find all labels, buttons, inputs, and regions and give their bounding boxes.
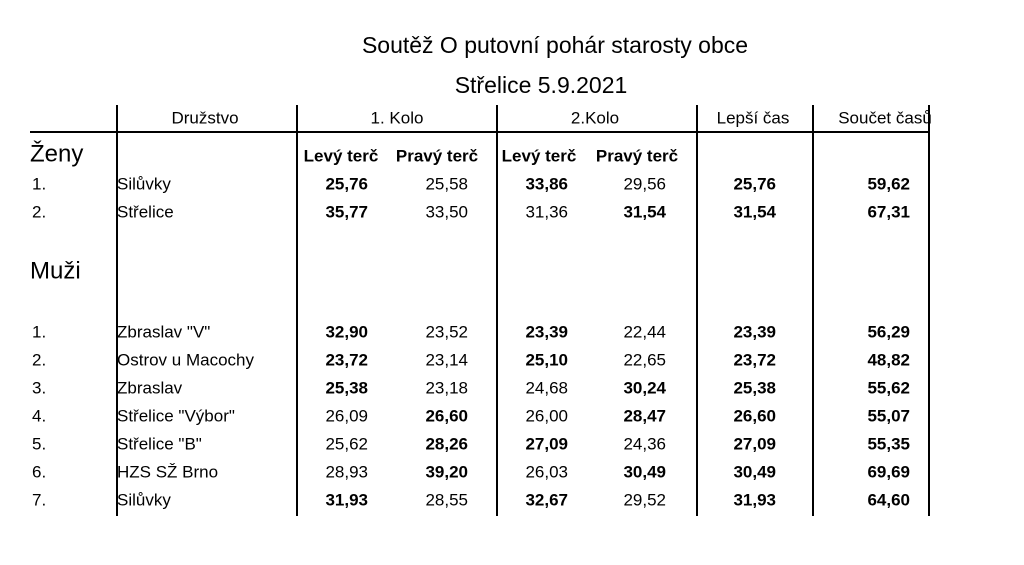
time-cell: 48,82	[867, 350, 910, 369]
time-cell: 23,18	[425, 378, 468, 397]
time-cell: 26,09	[325, 406, 368, 425]
sub-header: Levý terč	[502, 146, 577, 165]
time-cell: 56,29	[867, 322, 910, 341]
team: Silůvky	[117, 174, 171, 193]
time-cell: 32,67	[525, 490, 568, 509]
time-cell: 25,58	[425, 174, 468, 193]
time-cell: 67,31	[867, 202, 910, 221]
time-cell: 30,49	[733, 462, 776, 481]
team: Ostrov u Macochy	[117, 350, 254, 369]
time-cell: 29,52	[623, 490, 666, 509]
time-cell: 31,54	[623, 202, 666, 221]
team: Silůvky	[117, 490, 171, 509]
time-cell: 64,60	[867, 490, 910, 509]
column-header: 1. Kolo	[371, 108, 424, 127]
time-cell: 55,35	[867, 434, 910, 453]
time-cell: 69,69	[867, 462, 910, 481]
rank: 3.	[32, 378, 46, 397]
section-label: Ženy	[30, 140, 83, 167]
time-cell: 25,76	[733, 174, 776, 193]
time-cell: 25,38	[325, 378, 368, 397]
rank: 6.	[32, 462, 46, 481]
time-cell: 30,24	[623, 378, 666, 397]
subtitle: Střelice 5.9.2021	[455, 72, 628, 98]
time-cell: 22,65	[623, 350, 666, 369]
time-cell: 28,26	[425, 434, 468, 453]
time-cell: 23,72	[325, 350, 368, 369]
time-cell: 35,77	[325, 202, 368, 221]
time-cell: 28,55	[425, 490, 468, 509]
time-cell: 25,10	[525, 350, 568, 369]
time-cell: 25,38	[733, 378, 776, 397]
sub-header: Levý terč	[304, 146, 379, 165]
time-cell: 39,20	[425, 462, 468, 481]
time-cell: 32,90	[325, 322, 368, 341]
time-cell: 33,86	[525, 174, 568, 193]
rank: 4.	[32, 406, 46, 425]
title: Soutěž O putovní pohár starosty obce	[362, 32, 748, 58]
rank: 5.	[32, 434, 46, 453]
time-cell: 31,93	[325, 490, 368, 509]
time-cell: 59,62	[867, 174, 910, 193]
time-cell: 27,09	[525, 434, 568, 453]
rank: 1.	[32, 174, 46, 193]
sub-header: Pravý terč	[396, 146, 478, 165]
time-cell: 31,93	[733, 490, 776, 509]
time-cell: 26,03	[525, 462, 568, 481]
team: HZS SŽ Brno	[117, 462, 218, 481]
column-header: 2.Kolo	[571, 108, 619, 127]
time-cell: 23,72	[733, 350, 776, 369]
team: Zbraslav	[117, 378, 183, 397]
time-cell: 24,68	[525, 378, 568, 397]
column-header: Součet časů	[838, 108, 932, 127]
time-cell: 33,50	[425, 202, 468, 221]
team: Střelice "B"	[117, 434, 202, 453]
rank: 1.	[32, 322, 46, 341]
time-cell: 23,39	[733, 322, 776, 341]
time-cell: 26,00	[525, 406, 568, 425]
section-label: Muži	[30, 257, 81, 284]
team: Střelice	[117, 202, 174, 221]
time-cell: 30,49	[623, 462, 666, 481]
time-cell: 25,76	[325, 174, 368, 193]
time-cell: 25,62	[325, 434, 368, 453]
time-cell: 27,09	[733, 434, 776, 453]
time-cell: 29,56	[623, 174, 666, 193]
time-cell: 55,07	[867, 406, 910, 425]
time-cell: 24,36	[623, 434, 666, 453]
time-cell: 55,62	[867, 378, 910, 397]
time-cell: 23,52	[425, 322, 468, 341]
rank: 2.	[32, 350, 46, 369]
time-cell: 26,60	[425, 406, 468, 425]
time-cell: 28,47	[623, 406, 666, 425]
time-cell: 31,36	[525, 202, 568, 221]
time-cell: 23,14	[425, 350, 468, 369]
team: Zbraslav "V"	[117, 322, 210, 341]
time-cell: 28,93	[325, 462, 368, 481]
time-cell: 23,39	[525, 322, 568, 341]
column-header: Družstvo	[171, 108, 238, 127]
time-cell: 26,60	[733, 406, 776, 425]
rank: 2.	[32, 202, 46, 221]
rank: 7.	[32, 490, 46, 509]
time-cell: 22,44	[623, 322, 666, 341]
column-header: Lepší čas	[717, 108, 790, 127]
sub-header: Pravý terč	[596, 146, 678, 165]
time-cell: 31,54	[733, 202, 776, 221]
team: Střelice "Výbor"	[117, 406, 235, 425]
